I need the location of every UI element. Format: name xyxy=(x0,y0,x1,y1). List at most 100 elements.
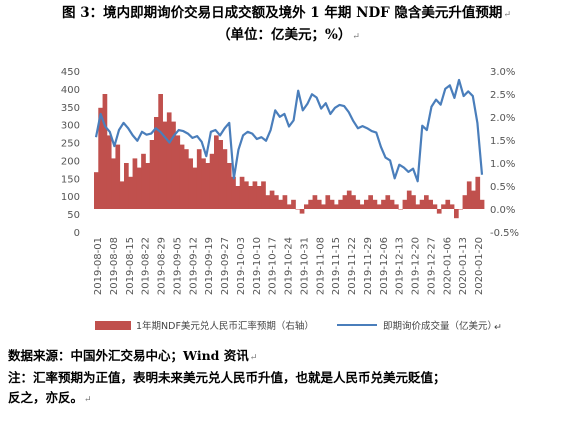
ndf-bar xyxy=(364,199,369,209)
ndf-bar xyxy=(102,94,108,209)
ndf-bar xyxy=(214,135,219,209)
ndf-bar xyxy=(312,195,318,209)
ndf-bar xyxy=(462,195,468,209)
ndf-bar xyxy=(209,153,215,209)
x-tick-label: 2019-08-15 xyxy=(125,237,136,295)
ndf-bar xyxy=(449,204,455,209)
x-tick-label: 2019-09-12 xyxy=(188,237,199,295)
x-tick-label: 2019-12-06 xyxy=(379,237,390,295)
ndf-bar xyxy=(235,186,241,209)
right-tick-label: 0.5% xyxy=(490,182,515,193)
ndf-bar xyxy=(115,144,121,209)
ndf-bar xyxy=(256,186,262,209)
ndf-bar xyxy=(346,190,352,209)
x-tick-label: 2020-01-13 xyxy=(458,237,469,295)
right-tick-label: 3.0% xyxy=(490,67,515,78)
left-tick-label: 400 xyxy=(61,85,80,96)
footnote-source: 数据来源：中国外汇交易中心；Wind 资讯↵ xyxy=(8,348,258,363)
ndf-bar xyxy=(415,204,421,209)
ndf-bar xyxy=(282,195,288,209)
right-tick-label: 0.0% xyxy=(490,205,515,216)
ndf-bar xyxy=(239,176,245,209)
ndf-bar xyxy=(231,176,236,209)
left-tick-label: 300 xyxy=(61,121,80,132)
ndf-bar xyxy=(389,199,395,209)
ndf-bar xyxy=(299,209,305,214)
ndf-bar xyxy=(141,153,146,209)
ndf-bar xyxy=(458,209,463,210)
ndf-bar xyxy=(321,204,326,209)
ndf-bar xyxy=(308,199,313,209)
legend: 1年期NDF美元兑人民币汇率预期（右轴） 即期询价成交量（亿美元） ↵ xyxy=(95,320,502,333)
left-tick-label: 250 xyxy=(61,139,80,150)
ndf-bar xyxy=(166,112,172,209)
ndf-bar xyxy=(304,204,309,209)
legend-swatch-ndf xyxy=(95,321,131,330)
ndf-bar xyxy=(402,199,408,209)
left-axis: 0 50 100 150 200 250 300 350 400 450 xyxy=(61,67,80,239)
right-tick-label: -0.5% xyxy=(490,228,519,239)
ndf-bar xyxy=(466,181,472,209)
left-tick-label: 350 xyxy=(61,103,80,114)
ndf-bar xyxy=(171,121,176,209)
ndf-bar xyxy=(372,199,378,209)
ndf-bar xyxy=(149,140,155,209)
ndf-bar xyxy=(394,204,399,209)
volume-line xyxy=(94,78,484,183)
ndf-bar xyxy=(145,163,151,209)
x-tick-label: 2019-10-24 xyxy=(284,237,295,295)
x-tick-label: 2019-08-01 xyxy=(93,237,104,295)
ndf-bar xyxy=(274,195,279,209)
left-tick-label: 150 xyxy=(61,174,80,185)
ndf-bar xyxy=(286,204,292,209)
ndf-bar xyxy=(295,209,301,210)
ndf-bar xyxy=(441,204,446,209)
return-mark-icon: ↵ xyxy=(249,353,258,363)
ndf-bar xyxy=(428,199,433,209)
left-tick-label: 450 xyxy=(61,67,80,78)
ndf-bar xyxy=(158,94,163,209)
ndf-bar xyxy=(406,190,412,209)
left-tick-label: 0 xyxy=(74,228,80,239)
right-axis: -0.5% 0.0% 0.5% 1.0% 1.5% 2.0% 2.5% 3.0% xyxy=(490,67,519,239)
ndf-bar xyxy=(359,204,365,209)
ndf-bar xyxy=(128,176,133,209)
ndf-bar xyxy=(291,199,296,209)
ndf-bar xyxy=(355,199,361,209)
x-tick-label: 2019-09-27 xyxy=(220,237,231,295)
x-tick-label: 2019-09-19 xyxy=(204,237,215,295)
ndf-bar xyxy=(196,149,202,209)
ndf-bar xyxy=(432,204,438,209)
right-tick-label: 2.5% xyxy=(490,90,515,101)
ndf-bar xyxy=(106,135,112,209)
ndf-bar xyxy=(136,167,142,209)
ndf-bar xyxy=(252,181,258,209)
x-tick-label: 2019-08-22 xyxy=(141,237,152,295)
ndf-bar xyxy=(218,140,223,209)
ndf-bar xyxy=(98,107,103,209)
x-tick-label: 2020-01-06 xyxy=(442,237,453,295)
ndf-bar xyxy=(351,195,356,209)
x-tick-label: 2019-12-27 xyxy=(426,237,437,295)
left-tick-label: 50 xyxy=(67,210,80,221)
ndf-bar xyxy=(94,172,99,209)
ndf-bar xyxy=(424,195,429,209)
ndf-bar xyxy=(411,195,416,209)
ndf-bar xyxy=(119,181,125,209)
right-tick-label: 2.0% xyxy=(490,113,515,124)
x-tick-label: 2019-11-15 xyxy=(331,237,342,295)
chart-canvas: 0 50 100 150 200 250 300 350 400 450 -0.5% 0.0% 0.5… xyxy=(61,67,519,333)
ndf-bar xyxy=(368,195,373,209)
ndf-bar xyxy=(248,186,253,209)
ndf-bar xyxy=(261,181,266,209)
return-mark-icon: ↵ xyxy=(84,395,92,405)
x-tick-label: 2019-11-08 xyxy=(315,237,326,295)
ndf-bar xyxy=(188,158,193,209)
ndf-bar xyxy=(175,135,181,209)
x-tick-label: 2019-12-20 xyxy=(411,237,422,295)
x-tick-label: 2019-12-13 xyxy=(395,237,406,295)
ndf-bar xyxy=(154,117,159,209)
ndf-bar xyxy=(436,209,442,214)
ndf-bar xyxy=(278,199,283,209)
ndf-bar xyxy=(226,163,232,209)
